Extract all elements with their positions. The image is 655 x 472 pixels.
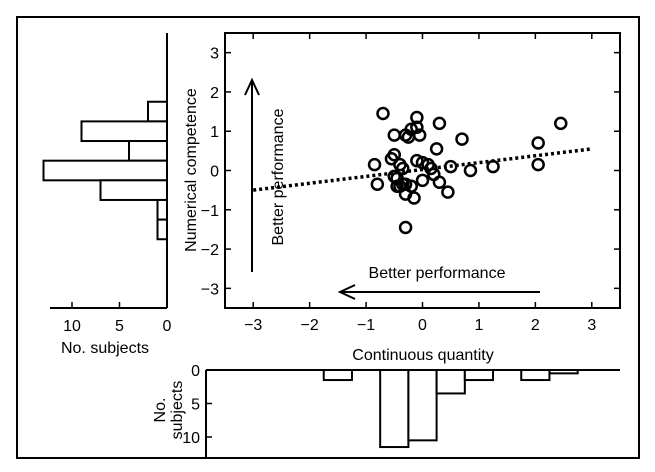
y-tick-label: −2 [201,242,219,259]
bottom-histogram-axis-label-1: No. [152,398,169,423]
data-point [398,220,413,235]
left-histogram-tick-label: 10 [63,318,81,335]
data-point [432,116,447,131]
data-point [486,159,500,174]
data-point [531,136,545,150]
bottom-histogram-bars [322,369,579,449]
scatter-ticks: −3 −2 −1 0 1 2 3 −3 −2 −1 0 1 2 3 [201,33,620,334]
data-point [463,163,478,178]
left-histogram-bar [99,179,168,201]
annotation-left-label: Better performance [369,265,506,282]
bottom-histogram-axis-label-2: subjects [169,381,186,440]
data-point [387,128,402,142]
bottom-histogram-bar [435,369,466,395]
data-point [396,161,410,176]
data-point [376,106,390,121]
x-axis-label: Continuous quantity [352,347,493,364]
y-axis-label: Numerical competence [183,88,200,252]
data-point [429,142,444,156]
data-point [410,120,424,135]
y-tick-label: 2 [210,85,219,102]
data-point [441,185,455,199]
left-histogram-bar [128,140,168,162]
left-arrow-icon [337,284,356,300]
y-tick-label: 1 [210,124,219,141]
trendline-group [253,147,592,192]
left-histogram-bar [156,218,168,241]
bottom-histogram-bar [407,369,438,442]
x-tick-label: 0 [418,317,427,334]
x-tick-label: 2 [531,317,540,334]
data-point [443,159,458,174]
bottom-histogram-tick-label: 0 [191,363,200,380]
bottom-histogram-ticks: 0 5 10 [182,363,212,447]
left-histogram-bar [147,100,168,123]
x-tick-label: −3 [244,317,262,334]
bottom-histogram: 0 5 10 No. subjects [152,363,620,458]
scatter-points [367,106,568,235]
data-point [407,191,421,205]
bottom-histogram-tick-label: 5 [191,397,200,414]
bottom-histogram-bar [548,369,579,375]
left-histogram-axis-label: No. subjects [61,340,149,357]
data-point [404,179,418,193]
x-tick-label: −2 [301,317,319,334]
left-histogram-bar [42,159,168,182]
data-point [455,132,469,146]
y-tick-label: −3 [201,281,219,298]
data-point [415,173,430,188]
left-histogram-tick-label: 5 [115,318,124,335]
data-point [387,148,402,162]
figure-frame [16,16,640,459]
data-point [432,175,447,190]
bottom-histogram-bar [463,369,495,382]
trendline [253,147,592,192]
left-histogram-ticks: 10 5 0 [63,302,172,335]
y-tick-label: 3 [210,46,219,63]
x-tick-label: 1 [474,317,483,334]
data-point [370,177,385,191]
annotation-up-label: Better performance [270,108,287,245]
left-histogram: 10 5 0 No. subjects [42,33,172,357]
up-arrow-icon [244,77,260,96]
data-point [415,155,430,170]
y-tick-label: 0 [210,164,219,181]
left-histogram-bar [80,120,168,143]
x-tick-label: 3 [587,317,596,334]
data-point [554,116,568,131]
bottom-histogram-bar [520,369,551,382]
data-point [531,157,545,172]
bottom-histogram-bar [379,369,410,449]
left-histogram-bar [156,198,168,221]
left-histogram-bars [42,100,168,241]
bottom-histogram-bar [322,369,353,382]
bottom-histogram-tick-label: 10 [182,430,200,447]
data-point [412,128,427,142]
y-tick-label: −1 [201,203,219,220]
x-tick-label: −1 [357,317,375,334]
left-histogram-tick-label: 0 [163,318,172,335]
data-point [367,157,382,172]
